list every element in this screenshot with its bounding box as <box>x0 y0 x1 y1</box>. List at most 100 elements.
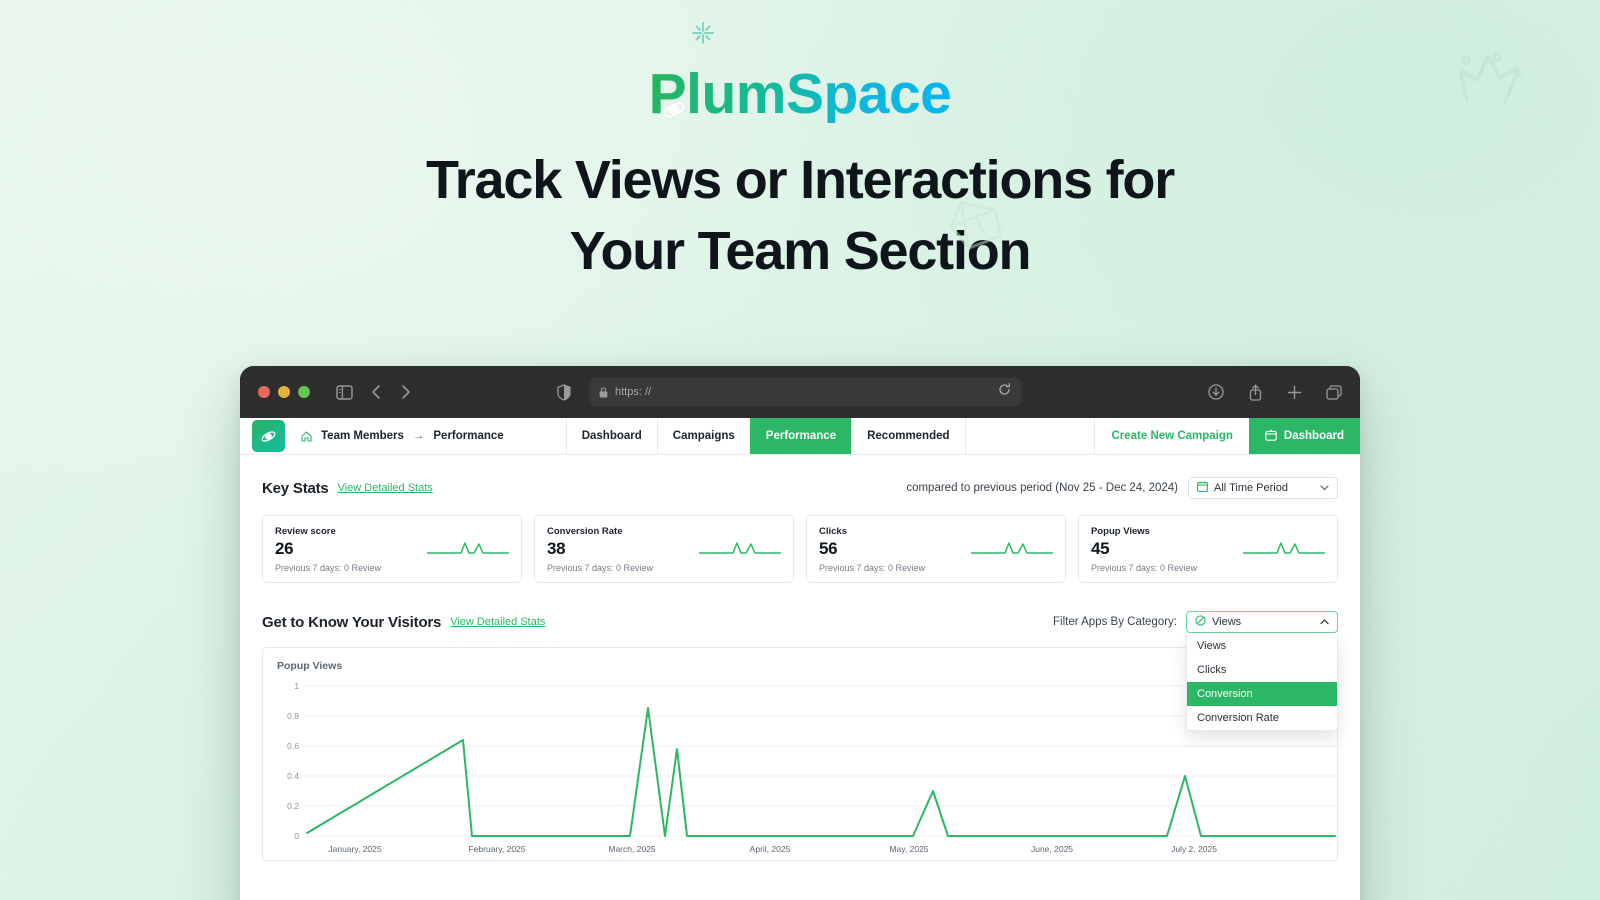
app-viewport: Team Members → Performance Dashboard Cam… <box>240 418 1360 900</box>
tabs-icon[interactable] <box>1326 384 1342 400</box>
dropdown-option-clicks[interactable]: Clicks <box>1197 664 1227 676</box>
breadcrumb: Team Members → Performance <box>285 418 520 454</box>
stat-label: Conversion Rate <box>547 526 623 537</box>
key-stats-title: Key Stats <box>262 479 329 497</box>
home-icon[interactable] <box>301 430 312 442</box>
key-stats-cards: Review score 26 Previous 7 days: 0 Revie… <box>262 515 1338 583</box>
create-new-campaign-link[interactable]: Create New Campaign <box>1094 418 1248 454</box>
breadcrumb-arrow-icon: → <box>412 430 425 442</box>
app-content: Key Stats View Detailed Stats compared t… <box>240 455 1360 861</box>
stat-value: 26 <box>275 539 294 558</box>
sparkline-chart <box>1242 538 1326 563</box>
stat-subtext: Previous 7 days: 0 Review <box>275 563 382 573</box>
category-filter-dropdown[interactable]: Views Clicks Conversion Conversion Rate <box>1186 634 1338 731</box>
address-bar[interactable]: https: // <box>589 378 1021 406</box>
y-tick-label: 0 <box>294 831 299 841</box>
brand-text: PlumSpace <box>648 62 952 126</box>
stat-subtext: Previous 7 days: 0 Review <box>1091 563 1198 573</box>
app-header: Team Members → Performance Dashboard Cam… <box>240 418 1360 455</box>
chevron-right-icon[interactable] <box>400 384 411 400</box>
hero-section: PlumSpace Track Views or Interactions fo… <box>0 0 1600 288</box>
chevron-down-icon <box>1320 482 1329 494</box>
close-window-button[interactable] <box>258 386 270 398</box>
visitors-title: Get to Know Your Visitors <box>262 613 442 631</box>
dashboard-button[interactable]: Dashboard <box>1248 418 1360 454</box>
no-entry-icon <box>1195 615 1206 629</box>
chevron-up-icon <box>1320 616 1329 628</box>
sparkline-chart <box>970 538 1054 563</box>
stat-subtext: Previous 7 days: 0 Review <box>819 563 926 573</box>
sparkline-chart <box>698 538 782 563</box>
key-stats-header: Key Stats View Detailed Stats compared t… <box>262 477 1338 499</box>
period-select[interactable]: All Time Period <box>1188 477 1338 499</box>
breadcrumb-parent[interactable]: Team Members <box>321 430 404 442</box>
reload-icon[interactable] <box>998 383 1011 401</box>
headline-line-2: Your Team Section <box>569 221 1032 282</box>
dashboard-icon <box>1265 429 1277 444</box>
stat-label: Popup Views <box>1091 526 1150 537</box>
x-tick-label: May, 2025 <box>889 844 929 854</box>
chart-title: Popup Views <box>277 660 343 672</box>
dropdown-option-views[interactable]: Views <box>1197 640 1227 652</box>
stat-value: 45 <box>1091 539 1110 558</box>
window-controls[interactable] <box>258 386 310 398</box>
stat-card: Conversion Rate 38 Previous 7 days: 0 Re… <box>534 515 794 583</box>
category-filter-select[interactable]: Views <box>1186 611 1338 633</box>
stat-value: 38 <box>547 539 566 558</box>
popup-views-chart-panel: Popup Views 1 0.8 0.6 0.4 0.2 0 <box>262 647 1338 861</box>
visitors-header: Get to Know Your Visitors View Detailed … <box>262 611 1338 731</box>
maximize-window-button[interactable] <box>298 386 310 398</box>
plus-icon[interactable] <box>1287 385 1302 400</box>
x-tick-label: February, 2025 <box>468 844 526 854</box>
brand-wordmark: PlumSpace <box>649 66 952 123</box>
lock-icon <box>599 386 608 398</box>
chevron-left-icon[interactable] <box>371 384 382 400</box>
download-icon[interactable] <box>1208 384 1224 400</box>
x-tick-label: June, 2025 <box>1030 844 1074 854</box>
tab-dashboard[interactable]: Dashboard <box>565 418 657 454</box>
stat-card: Review score 26 Previous 7 days: 0 Revie… <box>262 515 522 583</box>
stat-subtext: Previous 7 days: 0 Review <box>547 563 654 573</box>
filter-label: Filter Apps By Category: <box>1053 616 1177 628</box>
x-tick-label: July 2, 2025 <box>1171 844 1217 854</box>
x-tick-label: January, 2025 <box>328 844 382 854</box>
tab-campaigns[interactable]: Campaigns <box>656 418 750 454</box>
breadcrumb-current: Performance <box>433 430 504 442</box>
shield-icon[interactable] <box>557 383 571 401</box>
plumspace-logo-icon[interactable] <box>252 420 285 452</box>
headline-line-1: Track Views or Interactions for <box>425 150 1175 210</box>
dropdown-option-conversion-rate[interactable]: Conversion Rate <box>1197 712 1279 724</box>
period-select-value: All Time Period <box>1214 482 1288 494</box>
dropdown-option-conversion[interactable]: Conversion <box>1187 682 1337 706</box>
rocket-planet-icon <box>661 76 687 118</box>
sparkline-chart <box>426 538 510 563</box>
minimize-window-button[interactable] <box>278 386 290 398</box>
tab-recommended[interactable]: Recommended <box>851 418 966 454</box>
tab-performance[interactable]: Performance <box>749 418 852 454</box>
category-filter-value: Views <box>1212 616 1242 628</box>
y-tick-label: 0.8 <box>287 711 299 721</box>
key-stats-detail-link[interactable]: View Detailed Stats <box>337 482 433 494</box>
sidebar-toggle-icon[interactable] <box>336 384 353 400</box>
y-tick-label: 1 <box>294 681 299 691</box>
y-tick-label: 0.2 <box>287 801 299 811</box>
page-title: Track Views or Interactions for Your Tea… <box>250 145 1350 288</box>
stat-value: 56 <box>819 539 838 558</box>
chart-line-series <box>306 707 1336 837</box>
main-nav: Dashboard Campaigns Performance Recommen… <box>565 418 966 454</box>
dashboard-button-label: Dashboard <box>1283 430 1344 442</box>
x-tick-label: April, 2025 <box>749 844 791 854</box>
y-tick-label: 0.4 <box>287 771 299 781</box>
compare-period-text: compared to previous period (Nov 25 - De… <box>906 482 1178 494</box>
browser-window: https: // <box>240 366 1360 900</box>
visitors-detail-link[interactable]: View Detailed Stats <box>450 616 546 628</box>
stat-card: Popup Views 45 Previous 7 days: 0 Review <box>1078 515 1338 583</box>
y-tick-label: 0.6 <box>287 741 299 751</box>
stat-label: Clicks <box>819 526 847 537</box>
chart-plot-area: 1 0.8 0.6 0.4 0.2 0 <box>277 678 1337 860</box>
stat-card: Clicks 56 Previous 7 days: 0 Review <box>806 515 1066 583</box>
share-icon[interactable] <box>1248 384 1263 401</box>
address-bar-text: https: // <box>615 386 652 398</box>
chart-gridlines <box>305 685 1337 837</box>
browser-titlebar: https: // <box>240 366 1360 418</box>
